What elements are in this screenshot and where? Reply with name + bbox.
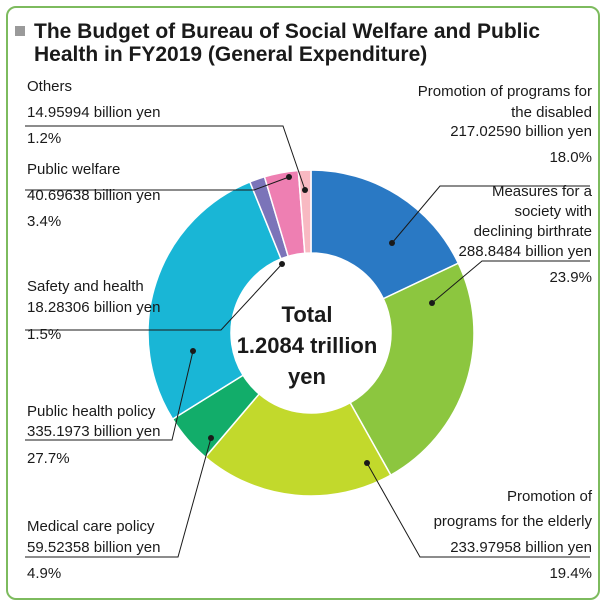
leader-line-7 (25, 125, 306, 191)
leader-line-1 (431, 260, 590, 304)
leader-dot-5 (279, 261, 285, 267)
leader-dot-7 (302, 187, 308, 193)
slice-label-3-line-0: Medical care policy (27, 518, 155, 535)
chart-title-line-2: Health in FY2019 (General Expenditure) (34, 43, 427, 66)
slice-label-0-line-0: Promotion of programs for (418, 83, 592, 100)
slice-label-1-line-2: declining birthrate (474, 223, 592, 240)
slice-2 (204, 392, 392, 497)
center-total-unit: yen (288, 364, 326, 389)
chart-title-line-1: The Budget of Bureau of Social Welfare a… (34, 20, 540, 43)
slice-percent-7: 1.2% (27, 130, 61, 147)
slice-label-2-line-0: Promotion of (507, 488, 593, 505)
slice-percent-5: 1.5% (27, 326, 61, 343)
slice-label-6-line-0: Public welfare (27, 161, 120, 178)
donut-slices (147, 169, 475, 497)
slice-1 (349, 262, 475, 477)
leader-dot-1 (429, 300, 435, 306)
slice-label-3-line-1: 59.52358 billion yen (27, 539, 160, 556)
leader-line-0 (391, 185, 590, 244)
leader-line-5 (25, 263, 283, 331)
slice-4 (147, 180, 282, 421)
leader-line-6 (25, 176, 290, 191)
leader-dot-6 (286, 174, 292, 180)
slice-label-1-line-1: society with (514, 203, 592, 220)
leader-lines (25, 125, 590, 558)
leader-dot-0 (389, 240, 395, 246)
slice-percent-4: 27.7% (27, 450, 70, 467)
title-bullet-icon (15, 26, 25, 36)
slice-0 (310, 169, 460, 300)
leader-line-4 (25, 350, 194, 441)
leader-dot-3 (208, 435, 214, 441)
slice-label-4-line-1: 335.1973 billion yen (27, 423, 160, 440)
slice-percent-2: 19.4% (549, 565, 592, 582)
center-total-label: Total (282, 302, 333, 327)
chart-frame (6, 6, 600, 600)
center-total-value: 1.2084 trillion (237, 333, 378, 358)
slice-labels: Promotion of programs for the disabled 217… (27, 78, 593, 582)
slice-label-1-line-0: Measures for a (492, 183, 593, 200)
slice-label-2-line-1: programs for the elderly (434, 513, 593, 530)
slice-label-0-line-2: 217.02590 billion yen (450, 123, 592, 140)
slice-label-0-line-1: the disabled (511, 104, 592, 121)
slice-percent-1: 23.9% (549, 269, 592, 286)
slice-label-2-line-2: 233.97958 billion yen (450, 539, 592, 556)
slice-label-5-line-0: Safety and health (27, 278, 144, 295)
slice-label-4-line-0: Public health policy (27, 403, 156, 420)
slice-label-7-line-1: 14.95994 billion yen (27, 104, 160, 121)
slice-label-1-line-3: 288.8484 billion yen (459, 243, 592, 260)
slice-percent-0: 18.0% (549, 149, 592, 166)
leader-dot-4 (190, 348, 196, 354)
leader-line-2 (366, 462, 590, 558)
slice-percent-3: 4.9% (27, 565, 61, 582)
slice-percent-6: 3.4% (27, 213, 61, 230)
slice-label-5-line-1: 18.28306 billion yen (27, 299, 160, 316)
slice-label-6-line-1: 40.69638 billion yen (27, 187, 160, 204)
leader-line-3 (25, 437, 212, 558)
leader-dot-2 (364, 460, 370, 466)
slice-label-7-line-0: Others (27, 78, 72, 95)
